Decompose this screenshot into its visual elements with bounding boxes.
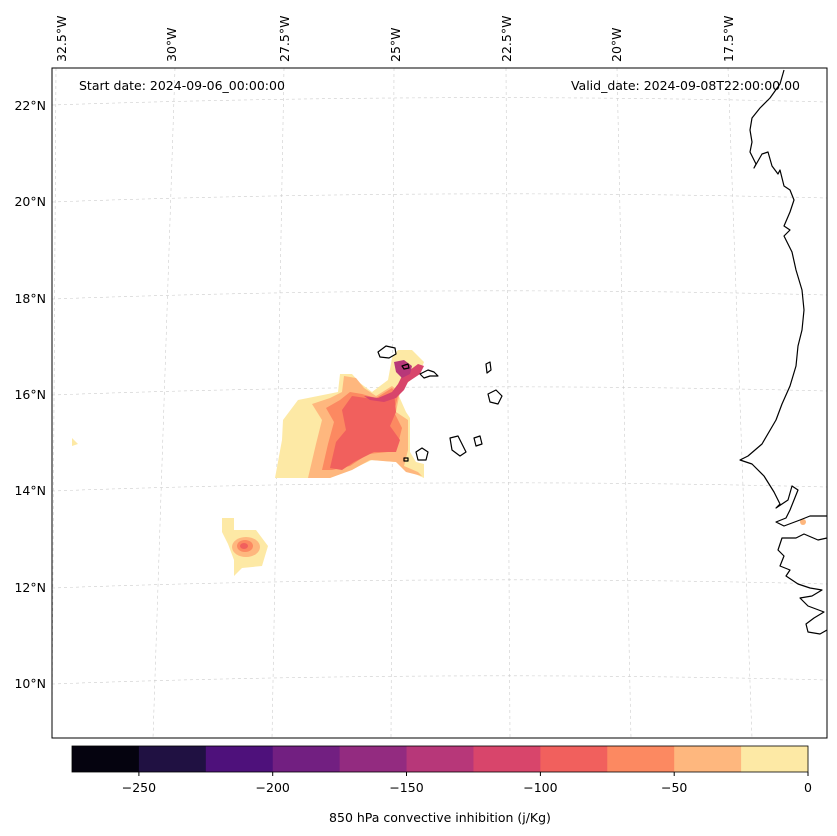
lon-label-32-5w: 32.5°W <box>54 16 69 62</box>
colorbar-bin-9 <box>674 746 742 772</box>
lon-label-27-5w: 27.5°W <box>277 16 292 62</box>
lon-label-20w: 20°W <box>609 27 624 62</box>
colorbar-bin-1 <box>138 746 207 772</box>
contour-west-speck <box>72 438 78 446</box>
colorbar-bin-3 <box>272 746 341 772</box>
lat-label-18n: 18°N <box>14 291 46 306</box>
colorbar-tick-label-minus-100: −100 <box>523 780 557 795</box>
meridian-25w <box>390 67 395 739</box>
colorbar-frame <box>71 745 809 773</box>
island-sal <box>485 361 492 374</box>
latitude-labels: 22°N 20°N 18°N 16°N 14°N 12°N 10°N <box>14 98 46 691</box>
colorbar-bin-7 <box>540 746 608 772</box>
colorbar-label: 850 hPa convective inhibition (j/Kg) <box>329 810 551 825</box>
valid-date-annotation: Valid_date: 2024-09-08T22:00:00.00 <box>571 78 800 93</box>
meridian-27-5w <box>271 67 285 739</box>
africa-coastline <box>739 69 827 527</box>
meridian-17-5w <box>727 67 753 739</box>
colorbar-tick-label-minus-200: −200 <box>256 780 290 795</box>
island-santiago <box>449 435 467 457</box>
lat-label-10n: 10°N <box>14 676 46 691</box>
parallel-14n <box>51 482 828 492</box>
parallel-10n <box>51 675 828 685</box>
meridian-32-5w <box>51 67 57 739</box>
colorbar-bin-2 <box>205 746 274 772</box>
africa-coastline-south <box>777 533 828 635</box>
longitude-labels: 32.5°W 30°W 27.5°W 25°W 22.5°W 20°W 17.5… <box>54 16 736 62</box>
contour-southwest-75-100 <box>240 543 248 549</box>
cin-contours <box>72 350 806 576</box>
island-sao-vicente <box>401 363 410 370</box>
parallel-18n <box>51 290 828 300</box>
parallel-22n <box>51 97 828 106</box>
lat-label-16n: 16°N <box>14 387 46 402</box>
colorbar-bin-10 <box>741 746 809 772</box>
colorbar-tick-label-0: 0 <box>804 780 812 795</box>
graticule <box>51 67 828 739</box>
lat-label-14n: 14°N <box>14 483 46 498</box>
colorbar-bins <box>72 746 809 772</box>
contour-band-75-100 <box>330 392 400 470</box>
lon-label-25w: 25°W <box>388 27 403 62</box>
colorbar-tick-label-minus-250: −250 <box>122 780 156 795</box>
colorbar: −250 −200 −150 −100 −50 0 850 hPa convec… <box>71 745 812 825</box>
parallel-16n <box>51 386 828 396</box>
island-fogo <box>415 447 429 461</box>
start-date-annotation: Start date: 2024-09-06_00:00:00 <box>79 78 285 93</box>
meridian-22-5w <box>505 67 511 739</box>
island-boa-vista <box>487 389 503 405</box>
island-maio <box>473 435 483 447</box>
lon-label-30w: 30°W <box>164 27 179 62</box>
island-santo-antao <box>377 345 397 359</box>
parallel-20n <box>51 193 828 203</box>
colorbar-ticks <box>138 772 809 776</box>
lat-label-22n: 22°N <box>14 98 46 113</box>
colorbar-bin-8 <box>607 746 675 772</box>
lon-label-22-5w: 22.5°W <box>499 16 514 62</box>
colorbar-bin-0 <box>72 746 140 772</box>
contour-coast-speck <box>800 519 806 525</box>
colorbar-bin-6 <box>473 746 541 772</box>
lon-label-17-5w: 17.5°W <box>721 16 736 62</box>
meridian-20w <box>616 67 632 739</box>
colorbar-bin-5 <box>406 746 474 772</box>
island-sao-nicolau <box>419 369 439 379</box>
meridian-30w <box>152 67 176 739</box>
lat-label-20n: 20°N <box>14 194 46 209</box>
colorbar-tick-label-minus-150: −150 <box>389 780 423 795</box>
colorbar-bin-4 <box>339 746 408 772</box>
lat-label-12n: 12°N <box>14 580 46 595</box>
island-brava <box>403 457 409 462</box>
colorbar-tick-label-minus-50: −50 <box>661 780 687 795</box>
map-frame <box>51 67 828 739</box>
coastlines <box>377 69 828 635</box>
parallel-12n <box>51 579 828 589</box>
